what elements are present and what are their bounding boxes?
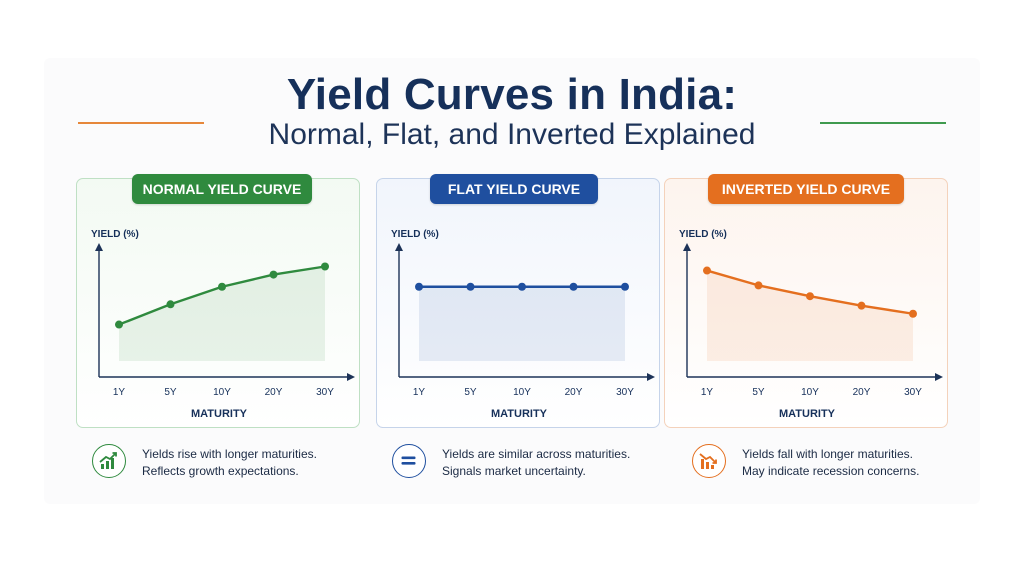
inverted-curve-panel: INVERTED YIELD CURVE 1Y 5Y 10Y 20Y 30Y YIELD … (664, 174, 948, 428)
inverted-caption-line-1: Yields fall with longer maturities. (742, 447, 913, 461)
inverted-point-10y (806, 292, 814, 301)
normal-tick-1y: 1Y (113, 387, 126, 398)
inverted-area (707, 270, 913, 361)
flat-y-axis-arrow (395, 243, 403, 251)
normal-tick-10y: 10Y (213, 387, 231, 398)
inverted-caption-line-2: May indicate recession concerns. (742, 464, 920, 478)
normal-caption-line-2: Reflects growth expectations. (142, 464, 299, 478)
flat-point-20y (569, 282, 578, 291)
normal-area (119, 266, 325, 361)
flat-curve-title: FLAT YIELD CURVE (430, 174, 598, 204)
normal-point-10y (218, 282, 226, 291)
flat-point-30y (621, 282, 629, 291)
flat-point-10y (518, 282, 526, 291)
inverted-tick-5y: 5Y (752, 387, 765, 398)
flat-point-5y (466, 282, 475, 291)
inverted-point-1y (703, 266, 711, 275)
flat-point-1y (415, 282, 423, 291)
flat-area (419, 286, 625, 361)
normal-point-20y (269, 270, 278, 279)
inverted-y-axis-arrow (683, 243, 691, 251)
normal-y-axis-label: YIELD (%) (91, 229, 139, 240)
normal-curve-chart: 1Y 5Y 10Y 20Y 30Y YIELD (%) MATURITY (91, 229, 355, 420)
flat-tick-30y: 30Y (616, 387, 634, 398)
inverted-x-axis-label: MATURITY (779, 408, 836, 420)
inverted-x-axis-arrow (935, 373, 943, 381)
flat-curve-caption: Yields are similar across maturities. Si… (392, 444, 642, 484)
inverted-point-20y (857, 301, 866, 310)
flat-x-axis-label: MATURITY (491, 408, 548, 420)
normal-tick-30y: 30Y (316, 387, 334, 398)
equals-icon (392, 444, 426, 478)
normal-y-axis-arrow (95, 243, 103, 251)
falling-chart-icon (692, 444, 726, 478)
inverted-y-axis-label: YIELD (%) (679, 229, 727, 240)
flat-x-axis-arrow (647, 373, 655, 381)
rising-chart-icon (92, 444, 126, 478)
normal-tick-20y: 20Y (265, 387, 283, 398)
flat-tick-5y: 5Y (464, 387, 477, 398)
inverted-tick-20y: 20Y (853, 387, 871, 398)
flat-tick-20y: 20Y (565, 387, 583, 398)
normal-point-5y (166, 300, 175, 309)
flat-caption-line-2: Signals market uncertainty. (442, 464, 586, 478)
normal-x-axis-arrow (347, 373, 355, 381)
flat-tick-1y: 1Y (413, 387, 426, 398)
flat-tick-10y: 10Y (513, 387, 531, 398)
inverted-curve-caption: Yields fall with longer maturities. May … (692, 444, 942, 484)
inverted-curve-chart: 1Y 5Y 10Y 20Y 30Y YIELD (%) MATURITY (679, 229, 943, 420)
normal-tick-5y: 5Y (164, 387, 177, 398)
flat-curve-panel: FLAT YIELD CURVE 1Y 5Y 10Y 20Y 30Y YIELD (%) M… (376, 174, 660, 428)
inverted-point-5y (754, 281, 763, 290)
inverted-tick-30y: 30Y (904, 387, 922, 398)
decorative-rule-right (820, 122, 946, 124)
page-title: Yield Curves in India: (286, 70, 738, 119)
normal-x-axis-label: MATURITY (191, 408, 248, 420)
flat-curve-chart: 1Y 5Y 10Y 20Y 30Y YIELD (%) MATURITY (391, 229, 655, 420)
normal-point-1y (115, 320, 123, 329)
inverted-tick-1y: 1Y (701, 387, 714, 398)
decorative-rule-left (78, 122, 204, 124)
inverted-point-30y (909, 309, 917, 318)
normal-caption-line-1: Yields rise with longer maturities. (142, 447, 317, 461)
flat-y-axis-label: YIELD (%) (391, 229, 439, 240)
flat-caption-line-1: Yields are similar across maturities. (442, 447, 631, 461)
normal-curve-caption: Yields rise with longer maturities. Refl… (92, 444, 342, 484)
normal-point-30y (321, 262, 329, 271)
normal-curve-title: NORMAL YIELD CURVE (132, 174, 312, 204)
page-subtitle: Normal, Flat, and Inverted Explained (268, 118, 756, 151)
inverted-tick-10y: 10Y (801, 387, 819, 398)
inverted-curve-title: INVERTED YIELD CURVE (708, 174, 904, 204)
normal-curve-panel: NORMAL YIELD CURVE 1Y 5Y 10Y 20Y 30Y YIELD (%… (76, 174, 360, 428)
